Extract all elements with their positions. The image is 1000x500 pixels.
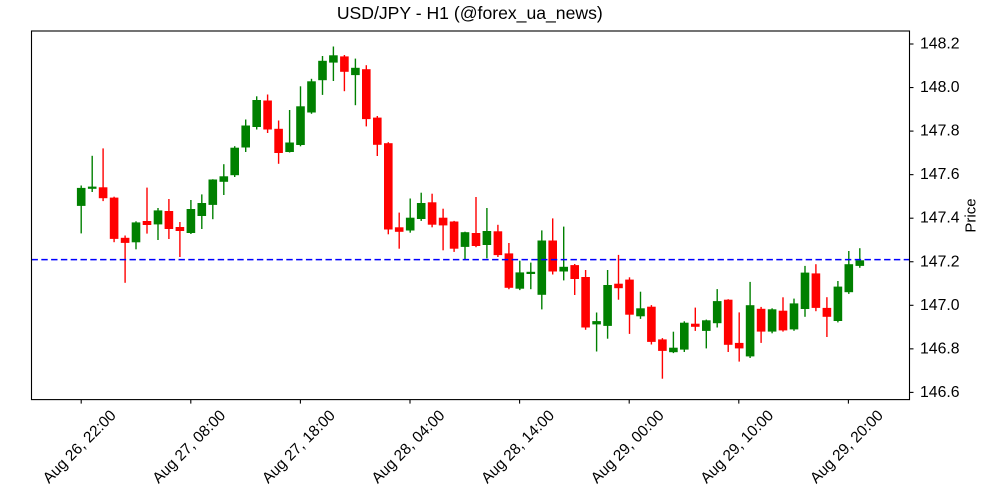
svg-text:147.0: 147.0 <box>920 297 960 314</box>
svg-text:148.2: 148.2 <box>920 36 960 53</box>
svg-text:147.4: 147.4 <box>920 210 960 227</box>
svg-text:147.8: 147.8 <box>920 123 960 140</box>
svg-text:147.2: 147.2 <box>920 253 960 270</box>
svg-text:Price: Price <box>963 198 980 232</box>
svg-text:146.6: 146.6 <box>920 384 960 401</box>
svg-text:USD/JPY - H1 (@forex_ua_news): USD/JPY - H1 (@forex_ua_news) <box>337 3 603 24</box>
svg-text:148.0: 148.0 <box>920 79 960 96</box>
svg-text:146.8: 146.8 <box>920 340 960 357</box>
svg-text:147.6: 147.6 <box>920 166 960 183</box>
